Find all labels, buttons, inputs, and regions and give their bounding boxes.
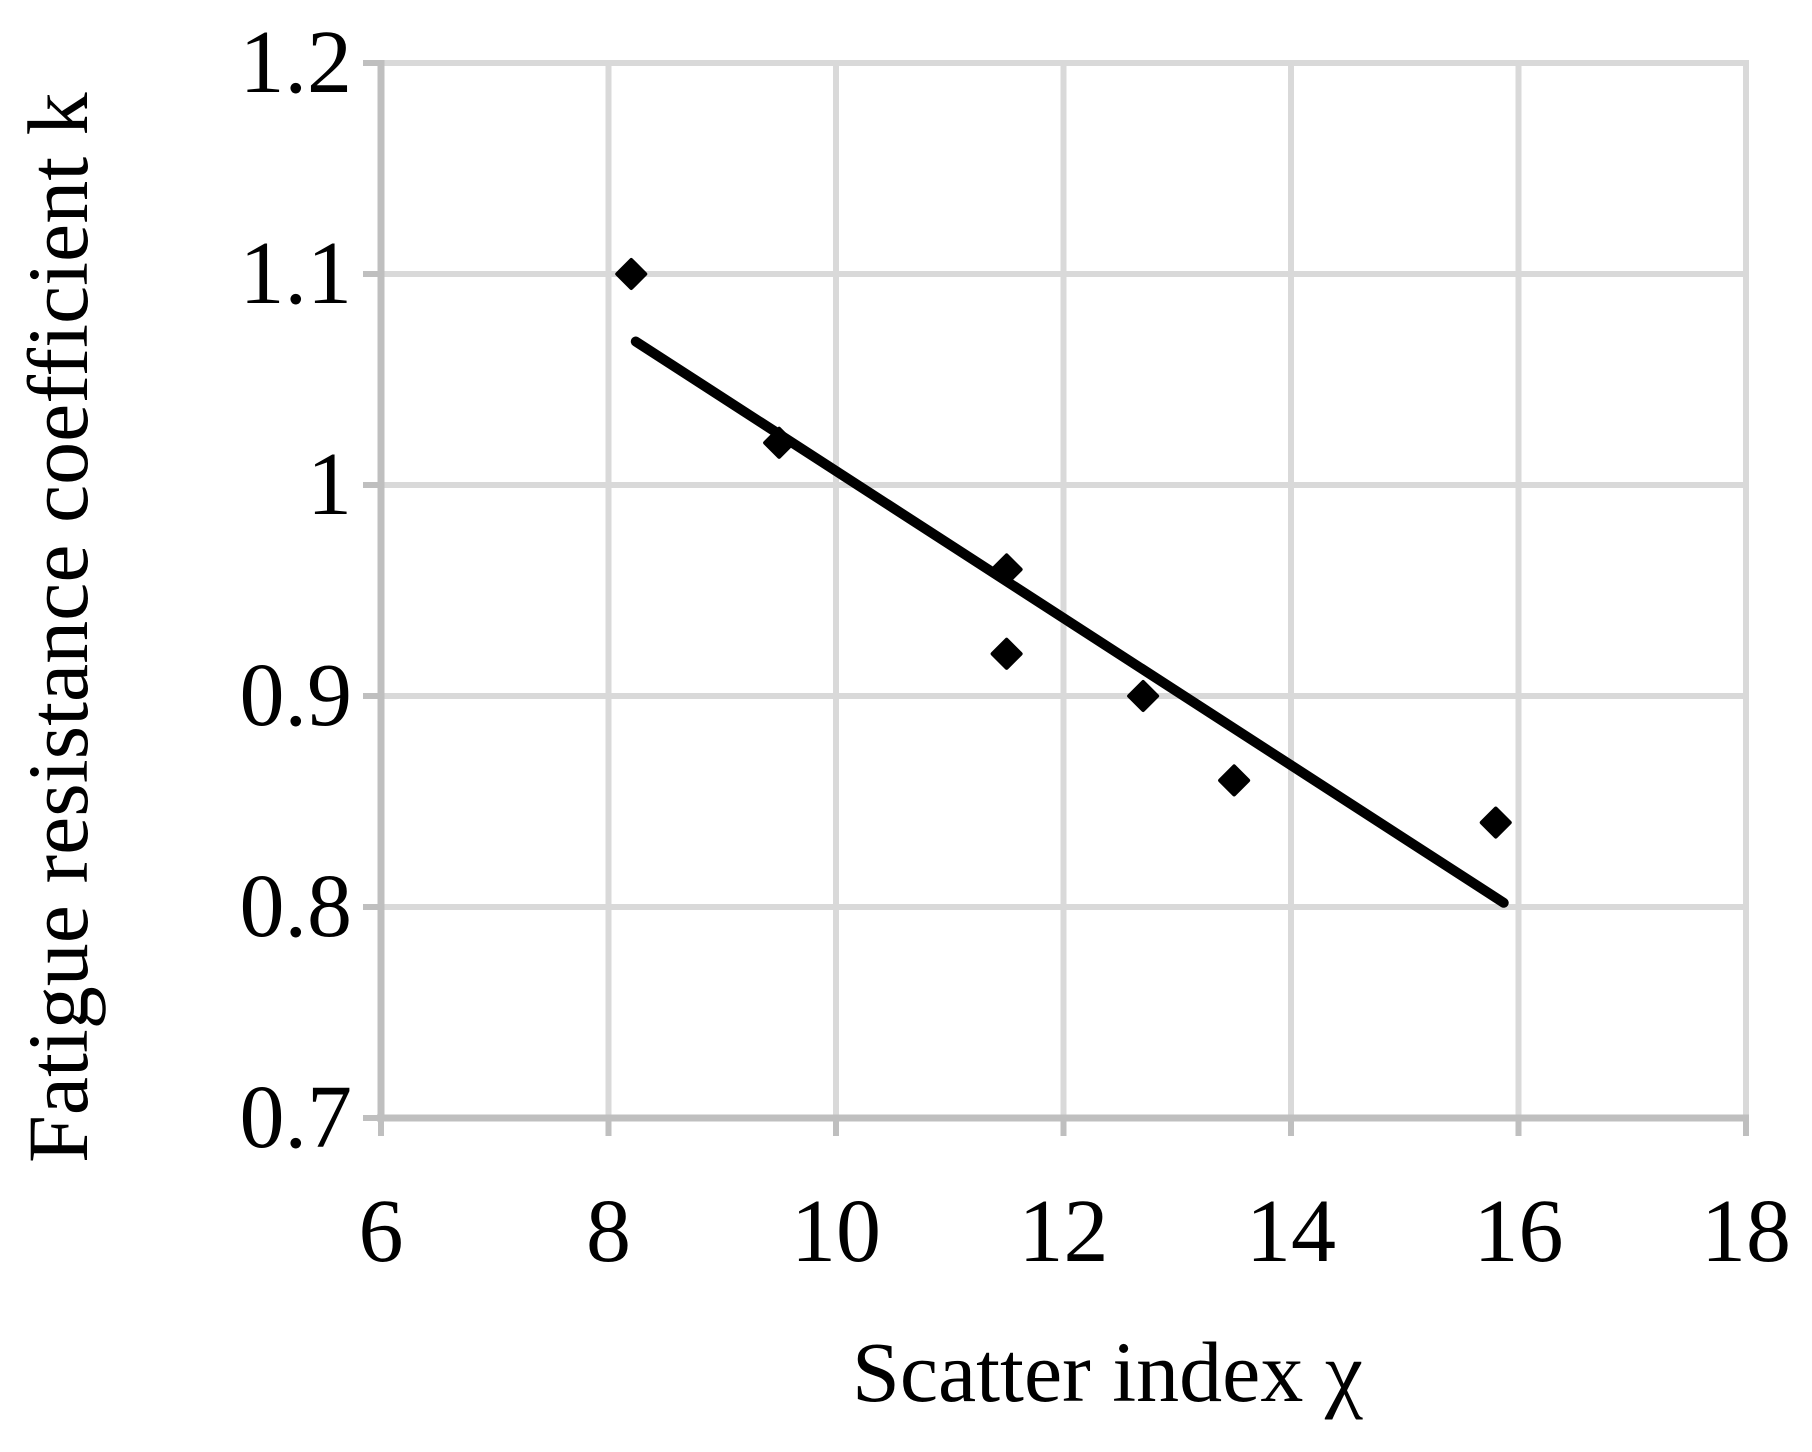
y-tick-label: 0.8 <box>239 857 353 956</box>
y-tick-label: 0.7 <box>239 1068 353 1167</box>
data-point-marker <box>1479 806 1512 839</box>
x-tick-label: 12 <box>1018 1182 1109 1281</box>
data-point-marker <box>1218 764 1251 797</box>
y-tick-label: 1.1 <box>239 224 353 323</box>
y-axis-title: Fatigue resistance coefficient k <box>10 92 106 1163</box>
data-point-marker <box>990 637 1023 670</box>
x-axis-title: Scatter index χ <box>851 1324 1363 1420</box>
data-point-marker <box>763 426 796 459</box>
data-point-marker <box>1127 680 1160 712</box>
x-tick-label: 16 <box>1473 1182 1564 1281</box>
x-tick-label: 14 <box>1246 1182 1336 1281</box>
y-tick-label: 0.9 <box>239 646 353 745</box>
trend-line <box>630 336 1509 908</box>
x-tick-label: 8 <box>586 1182 631 1281</box>
x-tick-label: 6 <box>358 1182 404 1281</box>
data-point-marker <box>990 553 1023 586</box>
x-tick-label: 18 <box>1701 1182 1791 1281</box>
y-tick-label: 1.2 <box>239 13 353 112</box>
data-point-marker <box>615 258 648 290</box>
x-tick-label: 10 <box>791 1182 881 1281</box>
y-tick-label: 1 <box>307 435 352 534</box>
